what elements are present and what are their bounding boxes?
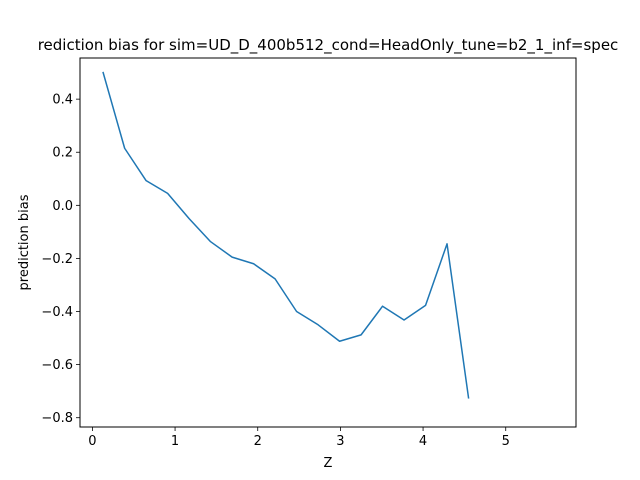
y-tick-label: −0.2 xyxy=(41,252,73,267)
y-tick-label: −0.4 xyxy=(41,305,73,320)
chart-title: rediction bias for sim=UD_D_400b512_cond… xyxy=(38,36,619,55)
x-axis-ticks: 0 1 2 3 4 5 xyxy=(88,427,510,449)
x-tick-label: 5 xyxy=(502,434,510,449)
y-axis-ticks: 0.4 0.2 0.0 −0.2 −0.4 −0.6 −0.8 xyxy=(41,93,80,426)
x-tick-label: 2 xyxy=(254,434,262,449)
x-axis-label: Z xyxy=(324,456,333,471)
x-tick-label: 3 xyxy=(336,434,344,449)
y-tick-label: 0.0 xyxy=(52,199,73,214)
y-tick-label: 0.4 xyxy=(52,93,73,108)
series-line-0 xyxy=(102,71,470,399)
axes-frame xyxy=(79,57,577,428)
x-tick-label: 4 xyxy=(419,434,427,449)
plot-area xyxy=(80,58,576,427)
y-axis-label: prediction bias xyxy=(17,194,32,290)
series-layer xyxy=(102,71,470,399)
x-tick-label: 0 xyxy=(88,434,96,449)
x-tick-label: 1 xyxy=(171,434,179,449)
y-tick-label: 0.2 xyxy=(52,146,73,161)
y-tick-label: −0.6 xyxy=(41,358,73,373)
y-tick-label: −0.8 xyxy=(41,411,73,426)
